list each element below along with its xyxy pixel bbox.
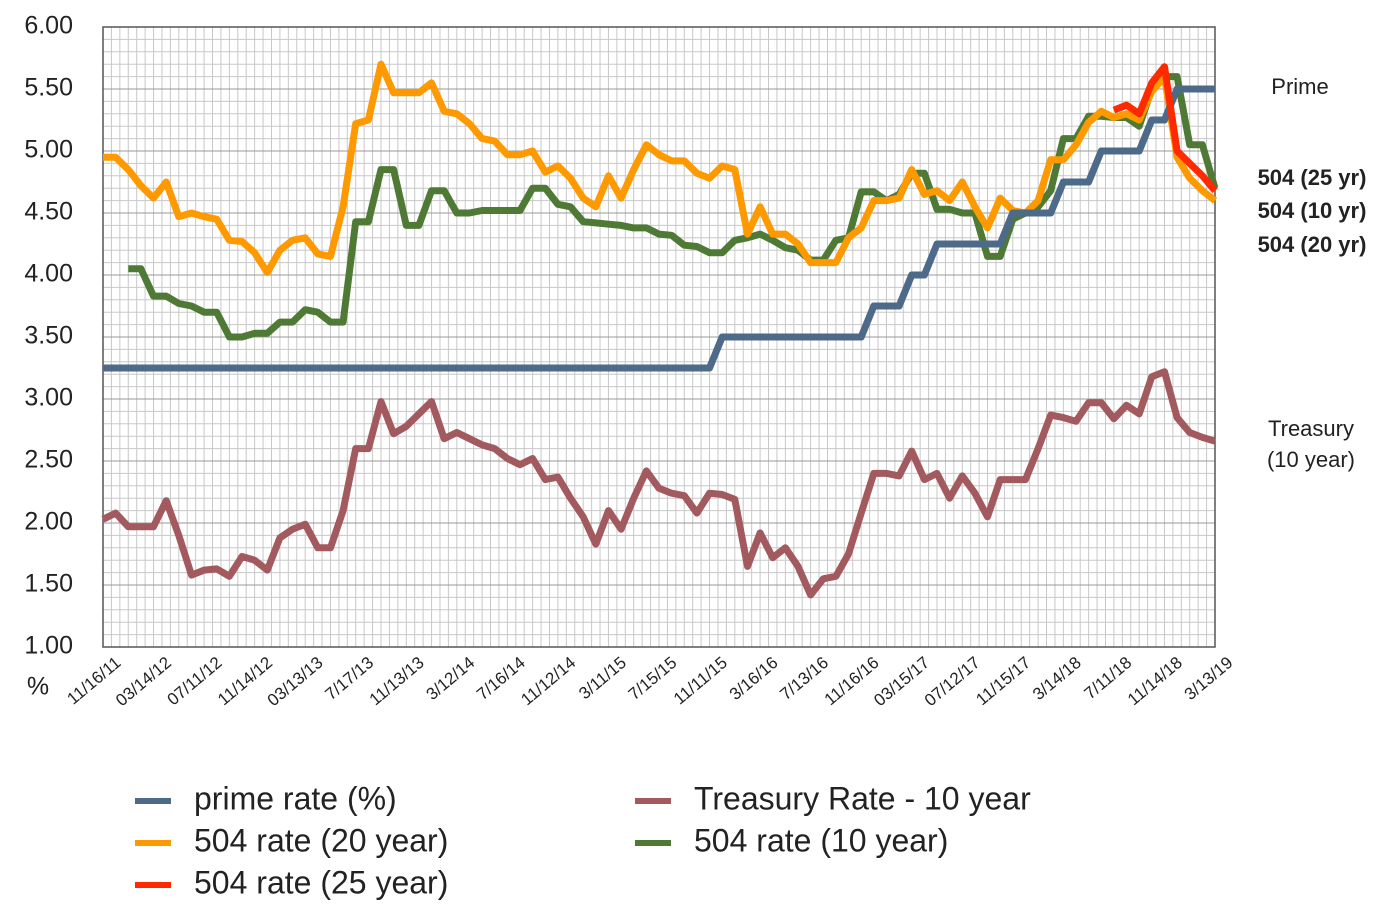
plot-frame xyxy=(102,26,1216,648)
x-tick-label: 3/13/19 xyxy=(1181,653,1237,704)
legend-label: 504 rate (20 year) xyxy=(194,822,448,858)
series-line xyxy=(103,60,1218,276)
y-tick-label: 5.00 xyxy=(24,136,73,164)
x-tick-label: 11/16/16 xyxy=(821,653,883,709)
x-tick-label: 11/14/12 xyxy=(214,653,276,709)
y-tick-label: 1.00 xyxy=(24,632,73,660)
legend-label: 504 rate (10 year) xyxy=(694,822,948,858)
legend-label: prime rate (%) xyxy=(194,780,397,816)
x-tick-label: 3/14/18 xyxy=(1029,653,1085,704)
annotation: 504 (10 yr) xyxy=(1258,198,1367,223)
y-tick-label: 1.50 xyxy=(24,570,73,598)
series-line xyxy=(101,368,1217,599)
y-unit: % xyxy=(27,673,49,701)
y-tick-label: 2.00 xyxy=(24,508,73,536)
legend-label: Treasury Rate - 10 year xyxy=(694,780,1031,816)
x-tick-label: 07/12/17 xyxy=(921,653,984,710)
annotation: (10 year) xyxy=(1267,447,1355,472)
x-tick-label: 03/14/12 xyxy=(112,653,175,710)
x-tick-label: 07/11/12 xyxy=(164,653,226,709)
y-tick-label: 6.00 xyxy=(24,12,73,40)
x-tick-label: 11/11/15 xyxy=(670,653,731,708)
x-tick-label: 03/15/17 xyxy=(870,653,933,710)
x-tick-label: 11/12/14 xyxy=(517,653,579,709)
x-tick-label: 11/14/18 xyxy=(1124,653,1186,709)
x-tick-label: 03/13/13 xyxy=(264,653,327,710)
annotation: 504 (20 yr) xyxy=(1258,232,1367,257)
grid xyxy=(102,26,1216,648)
x-tick-label: 3/12/14 xyxy=(423,653,479,704)
series-line xyxy=(103,85,1215,372)
y-tick-label: 3.00 xyxy=(24,384,73,412)
annotation: Treasury xyxy=(1268,416,1354,441)
y-tick-label: 5.50 xyxy=(24,74,73,102)
annotation: 504 (25 yr) xyxy=(1258,165,1367,190)
x-tick-label: 11/13/13 xyxy=(366,653,428,709)
y-tick-label: 3.50 xyxy=(24,322,73,350)
x-tick-label: 3/11/15 xyxy=(575,653,630,703)
annotation: Prime xyxy=(1271,74,1328,99)
y-tick-label: 4.00 xyxy=(24,260,73,288)
series-line xyxy=(1112,63,1218,193)
y-tick-label: 4.50 xyxy=(24,198,73,226)
x-tick-label: 11/15/17 xyxy=(972,653,1034,709)
x-tick-label: 3/16/16 xyxy=(726,653,782,704)
y-tick-label: 2.50 xyxy=(24,446,73,474)
legend-label: 504 rate (25 year) xyxy=(194,864,448,900)
lines xyxy=(101,60,1219,599)
